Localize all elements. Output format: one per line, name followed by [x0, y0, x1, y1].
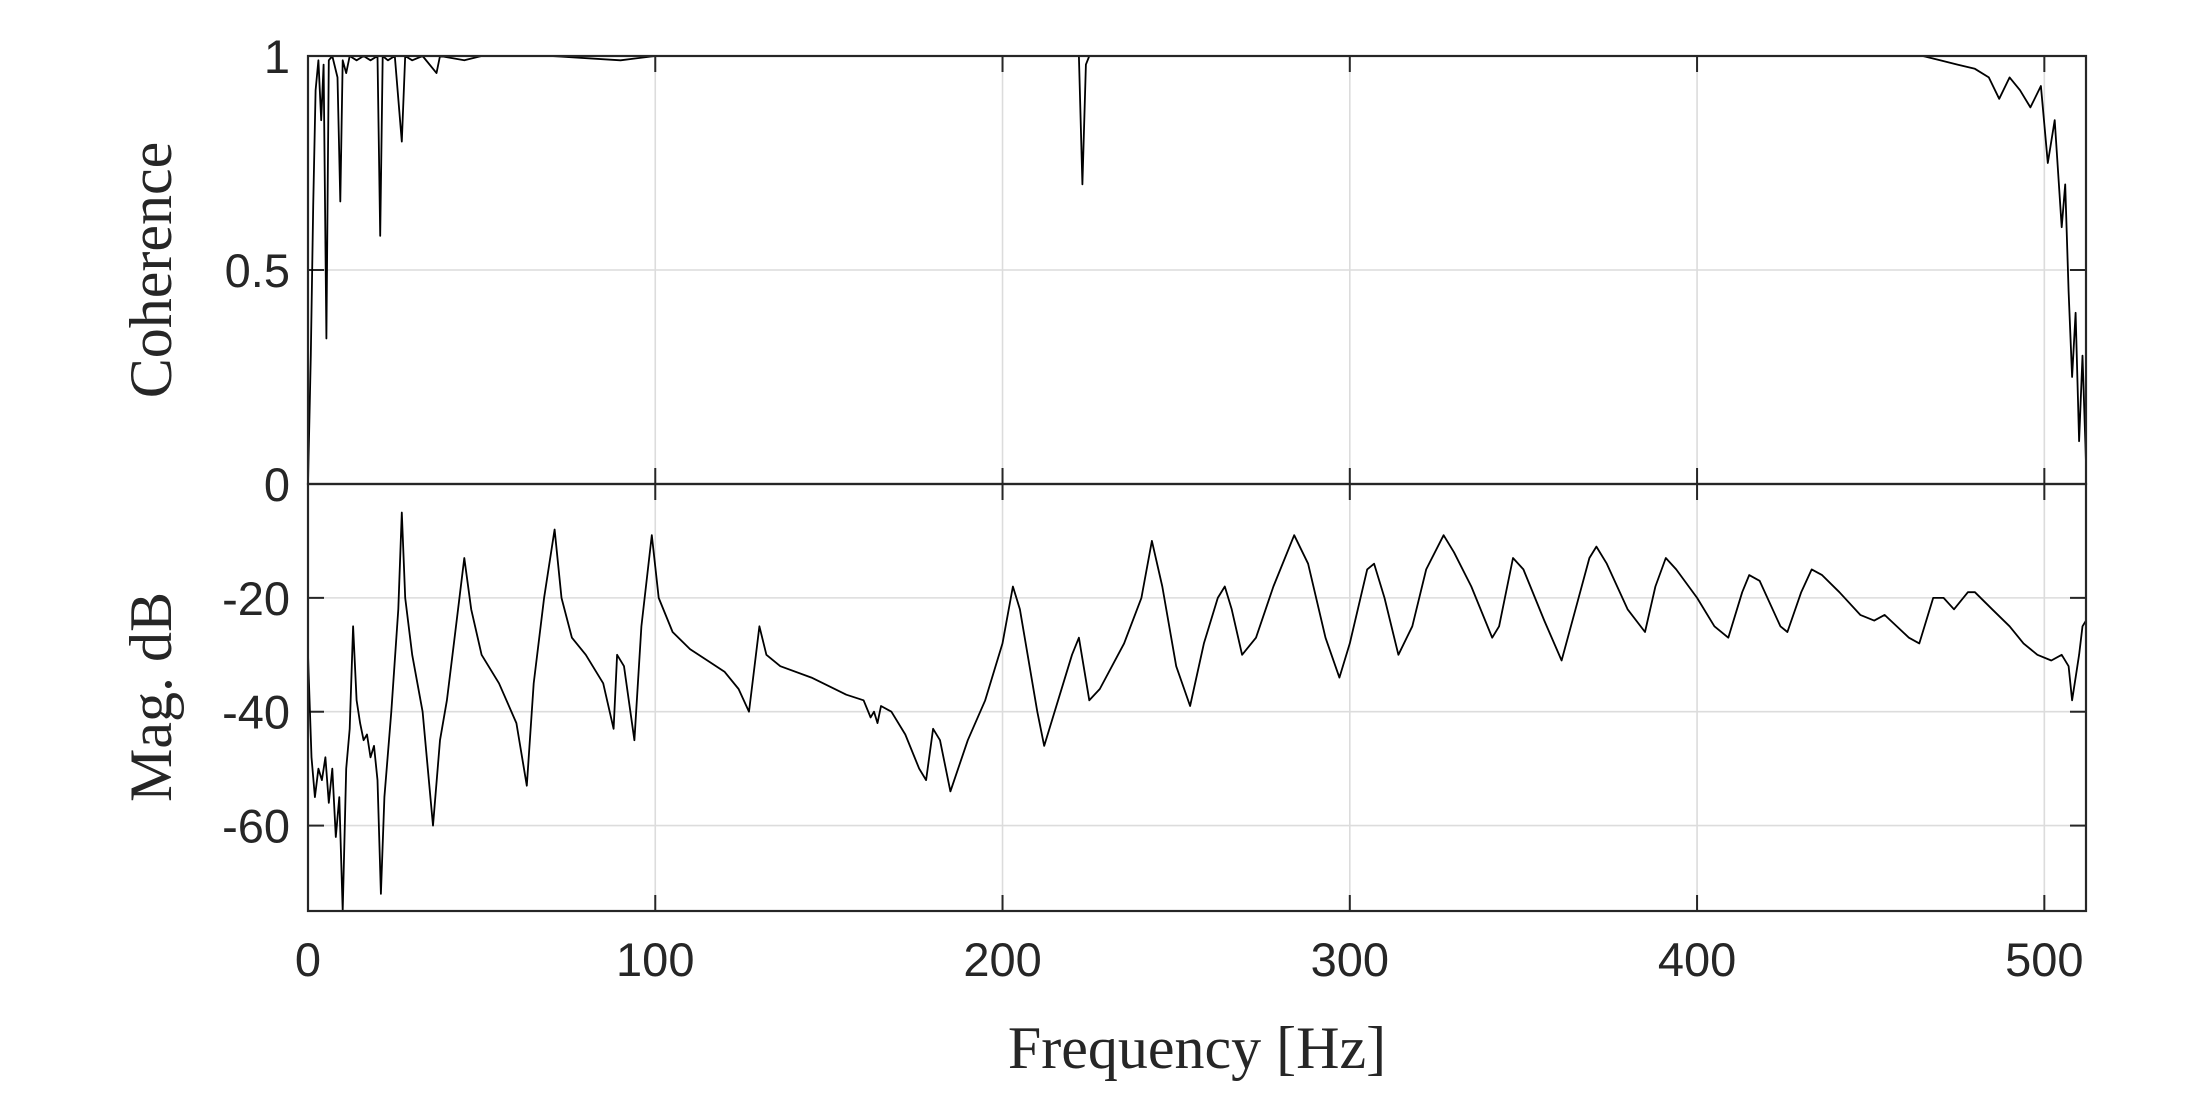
- frequency-xtick-label: 100: [616, 933, 694, 986]
- frequency-xtick-label: 500: [2005, 933, 2083, 986]
- frequency-xtick-label: 400: [1658, 933, 1736, 986]
- magnitude-ytick-label: -60: [222, 800, 290, 853]
- magnitude-panel: -60 -40 -20 0 100 200 300 400 500 Mag. dB Frequ…: [118, 482, 2088, 1081]
- magnitude-grid: [307, 484, 2086, 911]
- magnitude-series-line: [307, 511, 2087, 912]
- magnitude-ytick-label: -40: [222, 686, 290, 739]
- coherence-ytick-label: 0: [264, 458, 290, 511]
- coherence-ytick-label: 0.5: [225, 244, 290, 297]
- coherence-ytick-label: 1: [264, 30, 290, 83]
- magnitude-ticks: [307, 484, 2086, 911]
- coherence-series-line: [307, 55, 2087, 485]
- coherence-panel: 00.51 Coherence: [118, 30, 2088, 511]
- magnitude-ytick-labels: -60 -40 -20: [222, 572, 290, 853]
- magnitude-ylabel: Mag. dB: [118, 592, 184, 802]
- frequency-xtick-labels: 0 100 200 300 400 500: [295, 933, 2084, 986]
- coherence-grid: [307, 55, 2086, 485]
- magnitude-ytick-label: -20: [222, 572, 290, 625]
- frequency-xtick-label: 200: [963, 933, 1041, 986]
- magnitude-axes-frame: [306, 482, 2088, 913]
- coherence-ylabel: Coherence: [118, 142, 184, 399]
- frequency-xtick-label: 0: [295, 933, 321, 986]
- frequency-xtick-label: 300: [1311, 933, 1389, 986]
- frequency-xlabel: Frequency [Hz]: [1008, 1015, 1386, 1081]
- coherence-ytick-labels: 00.51: [225, 30, 290, 511]
